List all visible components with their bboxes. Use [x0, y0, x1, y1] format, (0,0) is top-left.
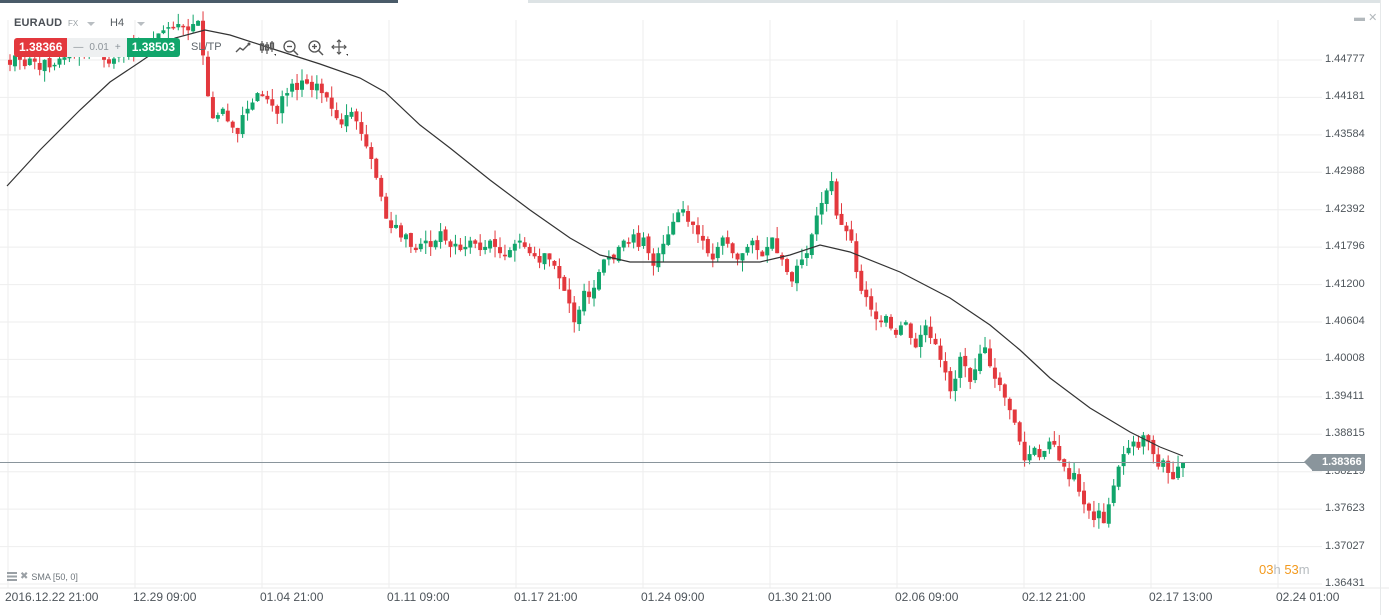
timer-hours: 03 [1259, 562, 1274, 577]
lot-stepper[interactable]: — 0.01 + [67, 38, 127, 57]
indicator-legend: ✖ SMA [50, 0] [7, 571, 78, 582]
x-tick-label: 01.04 21:00 [260, 590, 324, 604]
y-tick-label: 1.37623 [1325, 502, 1365, 515]
indicator-label: SMA [50, 0] [31, 571, 78, 582]
lot-decrease-button[interactable]: — [73, 42, 84, 53]
timer-hours-unit: h [1273, 562, 1281, 577]
x-tick-label: 12.29 09:00 [133, 590, 197, 604]
minimize-icon[interactable]: ▬ [1354, 12, 1365, 24]
y-tick-label: 1.41200 [1325, 277, 1365, 290]
y-tick-label: 1.39411 [1325, 389, 1364, 402]
market-label: FX [68, 19, 79, 28]
y-tick-label: 1.43584 [1325, 127, 1365, 140]
window-controls: ▬ ✕ [1354, 11, 1377, 24]
y-tick-label: 1.44181 [1325, 90, 1365, 103]
timeframe-label[interactable]: H4 [110, 17, 125, 29]
top-secondary-bar [528, 0, 1380, 3]
y-tick-label: 1.40604 [1325, 315, 1365, 327]
symbol-dropdown-icon[interactable] [87, 22, 95, 26]
line-chart-icon[interactable] [234, 39, 252, 57]
y-tick-label: 1.40008 [1325, 352, 1365, 365]
x-tick-label: 01.11 09:00 [387, 590, 450, 604]
x-tick-label: 01.24 09:00 [641, 590, 705, 604]
sltp-button[interactable]: SL/TP [191, 41, 222, 53]
timeframe-dropdown-icon[interactable] [137, 22, 145, 26]
y-tick-label: 1.41796 [1325, 240, 1365, 253]
x-tick-label: 01.30 21:00 [768, 590, 832, 604]
pan-move-icon[interactable] [331, 39, 349, 57]
candle-countdown: 03h 53m [1259, 562, 1310, 577]
x-tick-label: 02.17 13:00 [1149, 590, 1213, 604]
sma-line [6, 29, 1184, 457]
symbol-label[interactable]: EURAUD [14, 17, 63, 29]
sell-button[interactable]: 1.38366 [14, 38, 68, 57]
zoom-in-icon[interactable] [307, 39, 325, 57]
x-tick-label: 01.17 21:00 [514, 590, 578, 604]
lot-increase-button[interactable]: + [114, 42, 121, 53]
x-tick-label: 02.24 01:00 [1276, 590, 1340, 604]
current-price-tag: 1.38366 [1304, 454, 1365, 471]
y-tick-label: 1.36431 [1325, 577, 1365, 589]
y-tick-label: 1.42392 [1325, 202, 1365, 215]
y-tick-label: 1.37027 [1325, 539, 1365, 552]
trade-panel: 1.38366 — 0.01 + 1.38503 [14, 38, 181, 57]
y-tick-label: 1.38815 [1325, 427, 1365, 440]
indicator-settings-icon[interactable] [7, 572, 17, 581]
zoom-out-icon[interactable] [282, 39, 300, 57]
x-tick-label: 02.12 21:00 [1022, 590, 1086, 604]
top-accent-bar [0, 0, 398, 3]
timer-minutes: 53 [1284, 562, 1299, 577]
x-tick-label: 02.06 09:00 [895, 590, 959, 604]
panel-border [1380, 0, 1381, 615]
lot-value[interactable]: 0.01 [89, 42, 109, 53]
candlestick-icon[interactable] [258, 39, 276, 57]
y-tick-label: 1.42988 [1325, 165, 1365, 178]
timer-minutes-unit: m [1298, 562, 1310, 577]
indicator-remove-icon[interactable]: ✖ [20, 571, 29, 582]
buy-button[interactable]: 1.38503 [126, 38, 181, 57]
x-tick-label: 2016.12.22 21:00 [5, 590, 99, 604]
y-tick-label: 1.44777 [1325, 53, 1365, 65]
close-icon[interactable]: ✕ [1368, 12, 1378, 24]
